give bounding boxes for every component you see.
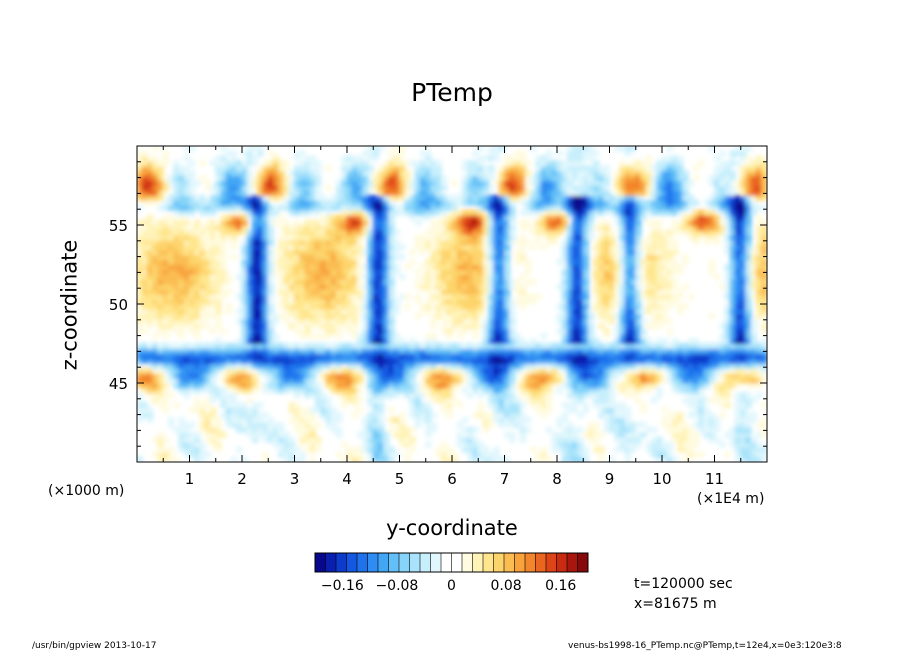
colorbar-swatch bbox=[577, 553, 589, 572]
colorbar-swatch bbox=[546, 553, 557, 572]
colorbar-swatch bbox=[409, 553, 421, 572]
colorbar-tick-label: 0.16 bbox=[545, 578, 577, 594]
x-tick-label: 4 bbox=[342, 470, 352, 488]
colorbar-swatch bbox=[535, 553, 547, 572]
x-tick-label: 5 bbox=[395, 470, 405, 488]
colorbar-swatch bbox=[525, 553, 536, 572]
colorbar-swatch bbox=[420, 553, 431, 572]
x-axis-label: y-coordinate bbox=[386, 516, 518, 540]
x-tick-label: 9 bbox=[605, 470, 615, 488]
colorbar-swatch bbox=[315, 553, 326, 572]
colorbar-swatch bbox=[504, 553, 515, 572]
x-tick-label: 3 bbox=[290, 470, 300, 488]
colorbar-tick-label: 0 bbox=[447, 578, 456, 594]
x-scale-note: (×1000 m) bbox=[48, 483, 125, 499]
colorbar-swatch bbox=[472, 553, 484, 572]
x-tick-label: 8 bbox=[552, 470, 562, 488]
colorbar-swatch bbox=[451, 553, 463, 572]
time-annotation: t=120000 sec bbox=[634, 576, 733, 592]
colorbar-tick-label: −0.16 bbox=[320, 578, 364, 594]
x-tick-label: 7 bbox=[500, 470, 510, 488]
colorbar bbox=[314, 552, 589, 573]
colorbar-swatch bbox=[346, 553, 358, 572]
x-tick-label: 11 bbox=[705, 470, 724, 488]
x-tick-label: 1 bbox=[185, 470, 195, 488]
colorbar-swatch bbox=[462, 553, 473, 572]
colorbar-tick-label: −0.08 bbox=[375, 578, 419, 594]
y-axis-label: z-coordinate bbox=[57, 239, 82, 371]
colorbar-swatch bbox=[378, 553, 389, 572]
x-tick-label: 10 bbox=[652, 470, 671, 488]
colorbar-swatch bbox=[399, 553, 410, 572]
x-unit-note: (×1E4 m) bbox=[697, 491, 765, 507]
y-tick-label: 55 bbox=[109, 217, 128, 235]
colorbar-swatch bbox=[567, 553, 578, 572]
colorbar-swatch bbox=[357, 553, 368, 572]
colorbar-swatch bbox=[367, 553, 379, 572]
colorbar-swatch bbox=[493, 553, 505, 572]
footer-program-date: /usr/bin/gpview 2013-10-17 bbox=[32, 641, 157, 651]
colorbar-swatch bbox=[556, 553, 568, 572]
colorbar-swatch bbox=[336, 553, 347, 572]
colorbar-swatch bbox=[325, 553, 337, 572]
colorbar-swatch bbox=[441, 553, 452, 572]
chart-title: PTemp bbox=[411, 78, 493, 107]
colorbar-swatch bbox=[430, 553, 442, 572]
footer-source: venus-bs1998-16_PTemp.nc@PTemp,t=12e4,x=… bbox=[568, 641, 842, 651]
y-tick-label: 50 bbox=[109, 296, 128, 314]
x-tick-label: 6 bbox=[447, 470, 457, 488]
colorbar-tick-label: 0.08 bbox=[490, 578, 522, 594]
colorbar-swatch bbox=[514, 553, 526, 572]
y-tick-label: 45 bbox=[109, 375, 128, 393]
axis-ticks bbox=[136, 145, 768, 463]
x-position-annotation: x=81675 m bbox=[634, 596, 717, 612]
x-tick-label: 2 bbox=[237, 470, 247, 488]
heatmap-field bbox=[137, 146, 767, 462]
colorbar-swatch bbox=[388, 553, 400, 572]
colorbar-swatch bbox=[483, 553, 494, 572]
